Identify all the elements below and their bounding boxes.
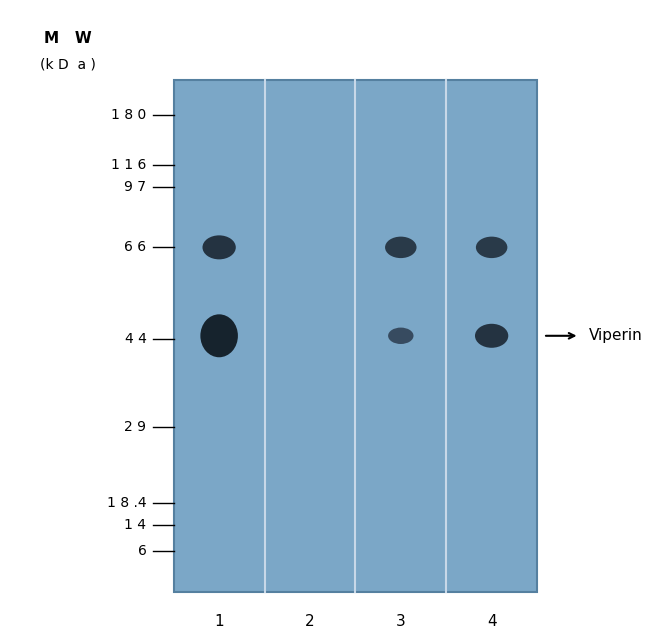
Text: 2 9: 2 9 — [124, 420, 146, 435]
Text: 1: 1 — [214, 614, 224, 628]
Text: 1 8 .4: 1 8 .4 — [107, 496, 146, 510]
Text: 9 7: 9 7 — [124, 180, 146, 195]
Ellipse shape — [200, 314, 238, 357]
Text: Viperin: Viperin — [588, 328, 642, 343]
Text: 6 6: 6 6 — [124, 241, 146, 254]
Text: 1 4: 1 4 — [124, 518, 146, 532]
Ellipse shape — [385, 237, 417, 258]
Ellipse shape — [203, 236, 236, 259]
Text: 4 4: 4 4 — [125, 332, 146, 346]
Ellipse shape — [476, 237, 508, 258]
Text: 2: 2 — [305, 614, 315, 628]
Bar — [174, 80, 537, 591]
Text: 4: 4 — [487, 614, 497, 628]
Text: 6: 6 — [138, 543, 146, 557]
Ellipse shape — [475, 324, 508, 348]
Text: 1 1 6: 1 1 6 — [111, 158, 146, 172]
Text: (k D  a ): (k D a ) — [40, 57, 96, 71]
Text: 1 8 0: 1 8 0 — [111, 108, 146, 122]
Ellipse shape — [388, 328, 413, 344]
Text: 3: 3 — [396, 614, 406, 628]
Text: M   W: M W — [44, 31, 92, 47]
